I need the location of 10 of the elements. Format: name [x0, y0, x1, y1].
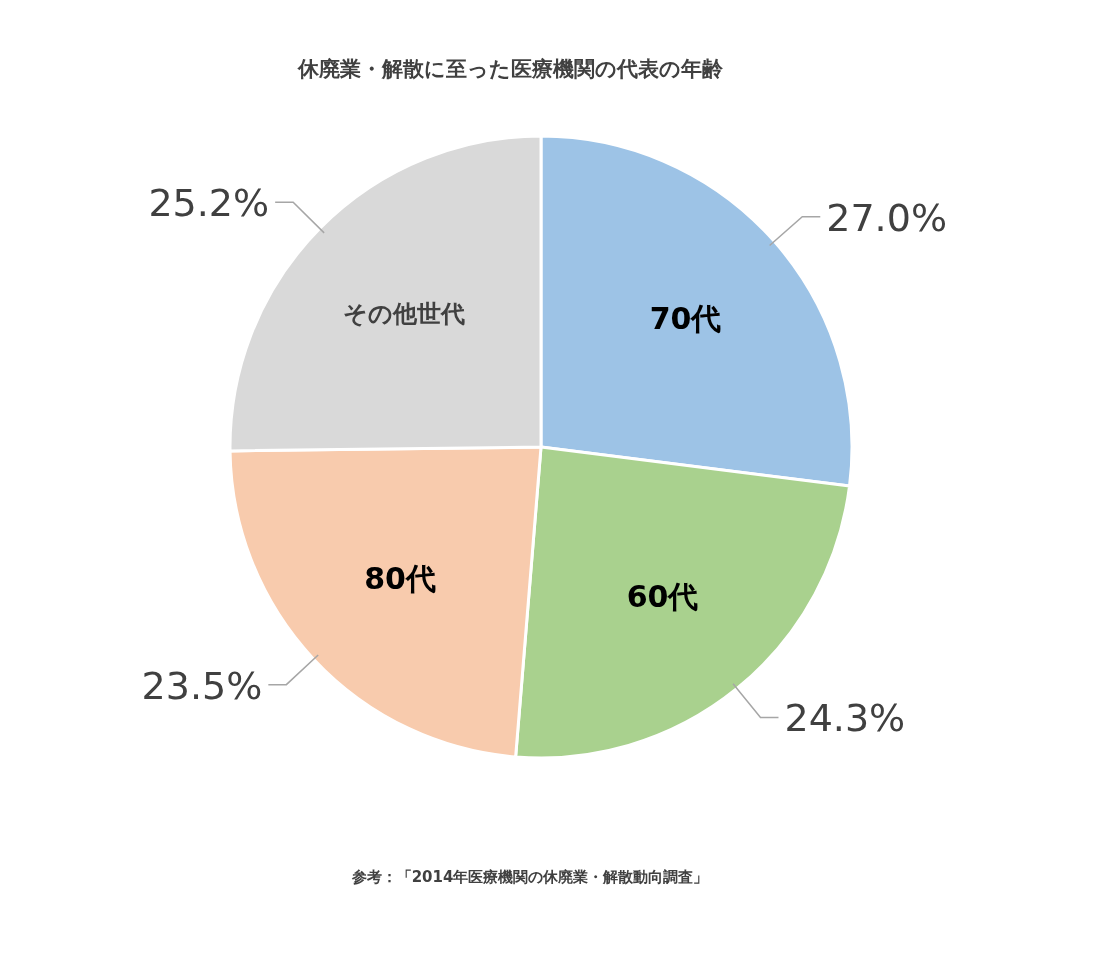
chart-title: 休廃業・解散に至った医療機関の代表の年齢 — [296, 57, 724, 81]
data-label: 24.3% — [784, 696, 906, 741]
text: 参考：「2014年医療機関の休廃業・解散動向調査」 — [350, 868, 709, 886]
data-label: 23.5% — [141, 663, 263, 708]
slice-label: その他世代 — [342, 299, 465, 328]
data-label: 25.2% — [148, 181, 270, 226]
slice-label: 60代 — [626, 578, 699, 614]
slice-label: 80代 — [364, 560, 436, 596]
slice-label: 70代 — [649, 301, 722, 337]
data-label: 27.0% — [826, 195, 947, 240]
